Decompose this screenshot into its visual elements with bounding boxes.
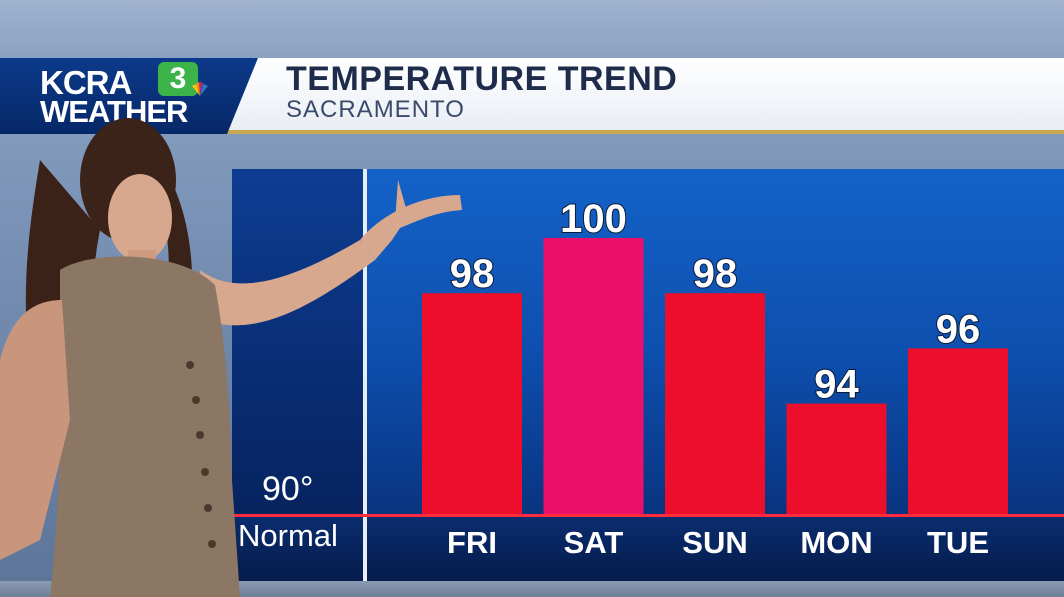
bar-value-label: 98 (450, 252, 495, 296)
page-title: TEMPERATURE TREND (286, 60, 678, 98)
y-axis-panel (232, 169, 363, 581)
y-axis-divider (363, 169, 367, 581)
category-label-tue: TUE (927, 525, 989, 560)
bar-tue (908, 348, 1008, 514)
bar-sun (665, 293, 765, 514)
header-band: TEMPERATURE TREND SACRAMENTO (222, 58, 1064, 134)
normal-baseline (232, 514, 1064, 517)
studio-background (0, 0, 1064, 58)
category-label-fri: FRI (447, 525, 497, 560)
baseline-value-label: 90° (262, 470, 314, 508)
peacock-icon (192, 82, 208, 96)
logo-station-text: KCRA (40, 64, 132, 101)
bar-value-label: 94 (814, 363, 859, 407)
bar-mon (786, 403, 887, 514)
presenter-figure (0, 118, 462, 597)
baseline-label: Normal (238, 518, 338, 553)
category-label-band (232, 517, 1064, 581)
category-label-sat: SAT (564, 525, 624, 560)
bar-value-label: 96 (936, 307, 981, 351)
bar-value-label: 98 (693, 252, 738, 296)
studio-floor (0, 581, 1064, 597)
logo-channel-badge: 3 (158, 62, 198, 96)
bar-sat (543, 238, 644, 514)
bar-value-label: 100 (560, 197, 627, 241)
category-label-sun: SUN (682, 525, 747, 560)
page-subtitle: SACRAMENTO (286, 96, 465, 123)
category-label-mon: MON (800, 525, 872, 560)
bar-fri (422, 293, 522, 514)
